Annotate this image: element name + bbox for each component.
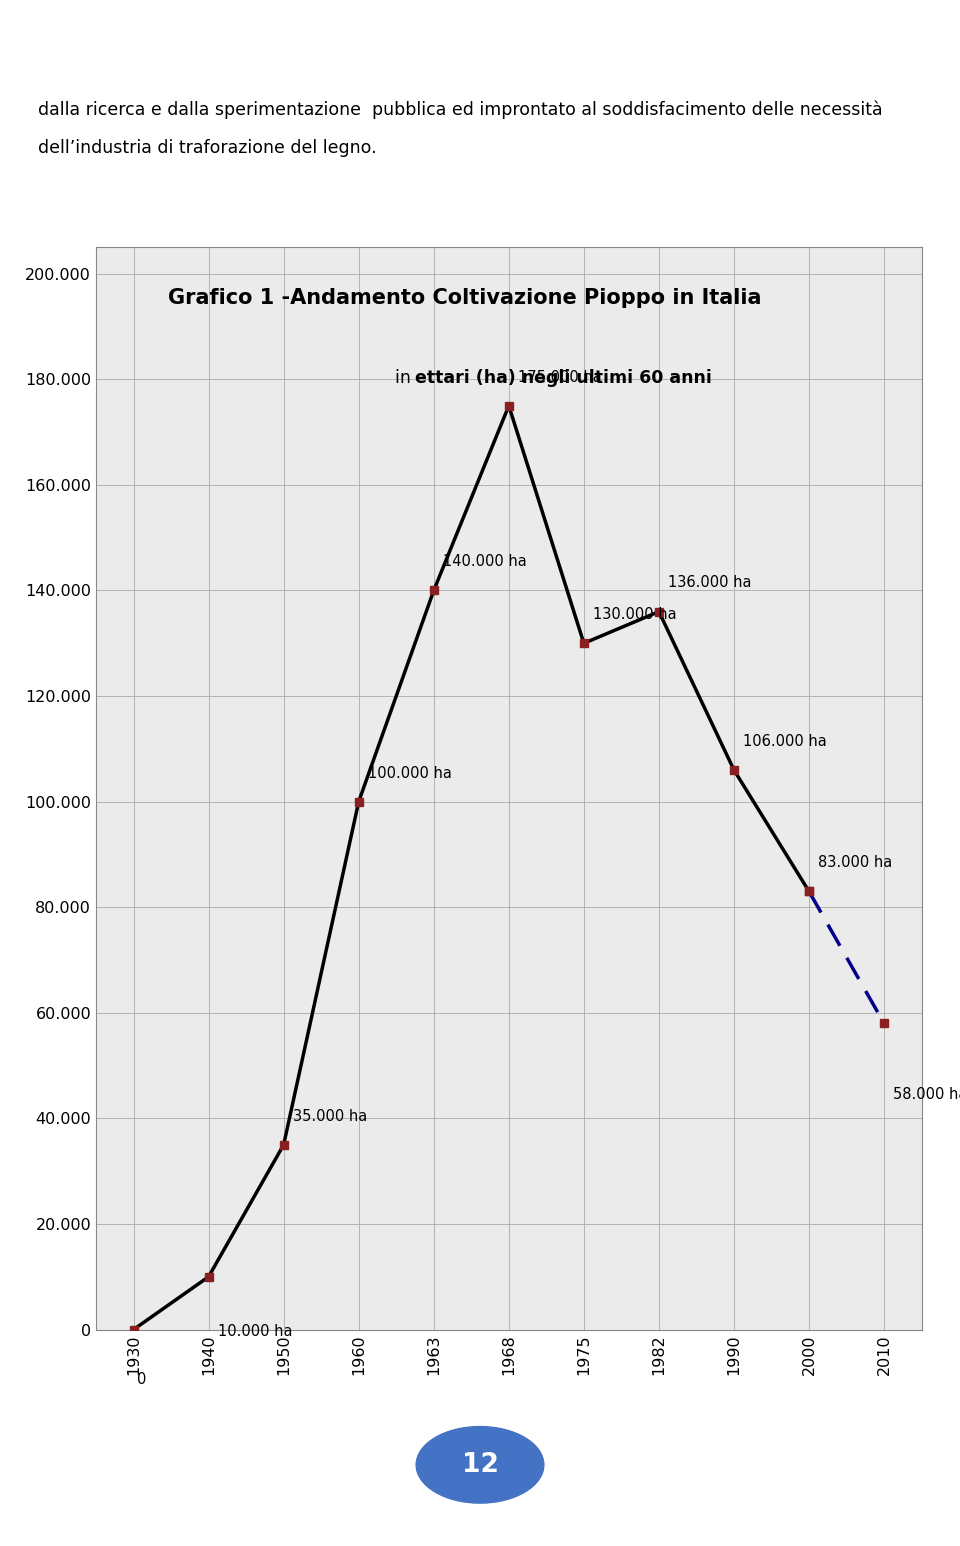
Ellipse shape	[416, 1427, 543, 1503]
Text: in: in	[396, 369, 417, 386]
Text: 83.000 ha: 83.000 ha	[818, 855, 892, 870]
Text: 10.000 ha: 10.000 ha	[218, 1325, 292, 1339]
Text: 35.000 ha: 35.000 ha	[293, 1108, 367, 1124]
Text: 140.000 ha: 140.000 ha	[443, 555, 526, 569]
Text: 58.000 ha: 58.000 ha	[893, 1087, 960, 1102]
Text: ettari (ha) negli ultimi 60 anni: ettari (ha) negli ultimi 60 anni	[415, 369, 712, 386]
Text: Grafico 1 -Andamento Coltivazione Pioppo in Italia: Grafico 1 -Andamento Coltivazione Pioppo…	[168, 288, 761, 308]
Text: 175.000 ha: 175.000 ha	[517, 369, 602, 385]
Text: 130.000 ha: 130.000 ha	[593, 608, 677, 621]
Text: 136.000 ha: 136.000 ha	[668, 575, 752, 591]
Text: 0: 0	[137, 1371, 147, 1387]
Text: dell’industria di traforazione del legno.: dell’industria di traforazione del legno…	[38, 139, 377, 158]
Text: 100.000 ha: 100.000 ha	[368, 765, 451, 781]
Text: dalla ricerca e dalla sperimentazione  pubblica ed improntato al soddisfacimento: dalla ricerca e dalla sperimentazione pu…	[38, 100, 883, 119]
Text: 106.000 ha: 106.000 ha	[743, 734, 827, 748]
Text: 12: 12	[462, 1452, 498, 1478]
